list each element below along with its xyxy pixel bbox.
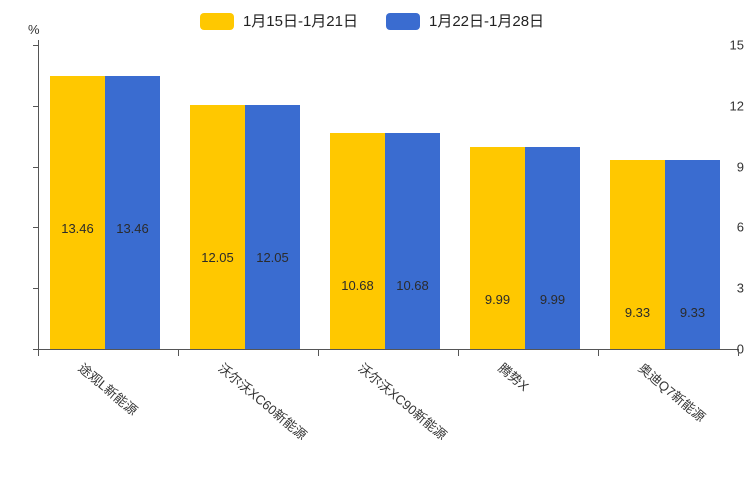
y-axis-unit-label: % <box>28 22 40 37</box>
bar-value-label: 10.68 <box>341 277 374 293</box>
bar[interactable]: 13.46 <box>50 76 105 349</box>
bar[interactable]: 9.99 <box>470 146 525 349</box>
x-axis-category-label: 沃尔沃XC90新能源 <box>355 360 450 443</box>
y-axis-tick-mark <box>33 105 38 107</box>
y-axis-tick-mark <box>33 45 38 46</box>
y-axis-tick-mark <box>33 288 38 290</box>
x-axis-tick-mark <box>598 349 599 356</box>
y-axis-tick-label: 12 <box>729 98 744 114</box>
bar-value-label: 9.33 <box>624 304 651 320</box>
legend-item-series-1[interactable]: 1月15日-1月21日 <box>199 12 358 30</box>
bar-value-label: 9.99 <box>484 291 511 307</box>
y-axis-tick-mark <box>33 227 38 229</box>
x-axis-line <box>38 349 738 350</box>
x-axis-tick-mark <box>38 349 39 356</box>
bar[interactable]: 10.68 <box>330 132 385 349</box>
bar-value-label: 9.99 <box>539 291 566 307</box>
x-axis-category-label: 奥迪Q7新能源 <box>635 360 709 425</box>
y-axis-line <box>38 40 39 350</box>
bar[interactable]: 10.68 <box>385 132 440 349</box>
x-axis-category-label: 沃尔沃XC60新能源 <box>215 360 310 443</box>
bar-value-label: 13.46 <box>116 221 149 237</box>
chart-legend: 1月15日-1月21日 1月22日-1月28日 <box>0 8 744 34</box>
bar-value-label: 9.33 <box>679 304 706 320</box>
y-axis-tick-label: 3 <box>736 280 744 296</box>
x-axis-tick-mark <box>458 349 459 356</box>
y-axis-tick-label: 0 <box>736 341 744 357</box>
bar[interactable]: 9.99 <box>525 146 580 349</box>
bar-value-label: 13.46 <box>61 221 94 237</box>
bar[interactable]: 9.33 <box>665 159 720 349</box>
y-axis-tick-label: 9 <box>736 159 744 175</box>
legend-item-series-2[interactable]: 1月22日-1月28日 <box>386 12 545 30</box>
y-axis-tick-label: 6 <box>736 219 744 235</box>
x-axis-category-label: 途观L新能源 <box>75 360 141 419</box>
bar[interactable]: 12.05 <box>245 104 300 349</box>
legend-label-series-2: 1月22日-1月28日 <box>429 12 545 30</box>
legend-swatch-icon-series-2 <box>386 12 420 30</box>
y-axis-tick-mark <box>33 166 38 168</box>
x-axis-category-label: 腾势X <box>495 360 532 395</box>
bar-value-label: 12.05 <box>201 249 234 265</box>
y-axis-tick-mark <box>33 349 38 350</box>
bar-value-label: 12.05 <box>256 249 289 265</box>
y-axis-tick-label: 15 <box>729 37 744 53</box>
bar-value-label: 10.68 <box>396 277 429 293</box>
bar[interactable]: 13.46 <box>105 76 160 349</box>
bar[interactable]: 12.05 <box>190 104 245 349</box>
legend-label-series-1: 1月15日-1月21日 <box>242 12 358 30</box>
x-axis-tick-mark <box>178 349 179 356</box>
bar[interactable]: 9.33 <box>610 159 665 349</box>
x-axis-tick-mark <box>738 349 739 356</box>
legend-swatch-icon-series-1 <box>199 12 234 30</box>
x-axis-tick-mark <box>318 349 319 356</box>
